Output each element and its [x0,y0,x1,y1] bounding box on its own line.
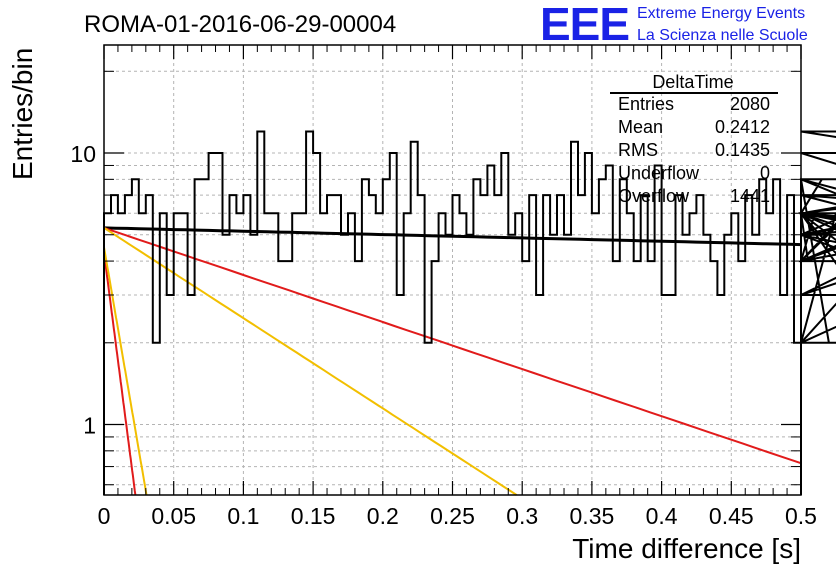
chart-title: ROMA-01-2016-06-29-00004 [84,11,396,38]
x-tick-label: 0.3 [506,503,538,529]
stats-box: DeltaTime Entries 2080 Mean 0.2412 RMS 0.1435… [610,72,778,206]
x-tick-label: 0.2 [367,503,399,529]
x-tick-label: 0.35 [570,503,615,529]
x-tick-label: 0.4 [646,503,678,529]
stats-value: 0 [760,163,770,183]
stats-label: Overflow [618,186,690,206]
stats-label: Mean [618,117,663,137]
fit-curve [103,247,148,496]
stats-label: Underflow [618,163,700,183]
fit-curve [103,226,802,247]
eee-line-2: La Scienza nelle Scuole [637,27,808,44]
stats-label: Entries [618,94,674,114]
stats-rows: Entries 2080 Mean 0.2412 RMS 0.1435 Underflow 0… [618,94,770,206]
eee-logo: EEE [540,0,629,50]
eee-line-1: Extreme Energy Events [637,5,805,22]
stats-value: 1441 [730,186,770,206]
x-axis-label: Time difference [s] [572,533,801,564]
y-axis-label: Entries/bin [7,48,38,180]
stats-value: 0.1435 [715,140,770,160]
histogram-outline [103,130,836,495]
y-tick-label: 1 [83,413,96,439]
x-tick-label: 0.1 [227,503,259,529]
stats-value: 0.2412 [715,117,770,137]
fit-curve [103,226,802,465]
axis-ticks [103,45,802,495]
stats-value: 2080 [730,94,770,114]
x-tick-label: 0.45 [709,503,754,529]
x-tick-label: 0.5 [785,503,817,529]
x-tick-label: 0.05 [151,503,196,529]
x-tick-label: 0.25 [430,503,475,529]
x-tick-label: 0 [98,503,111,529]
stats-label: RMS [618,140,658,160]
x-tick-label: 0.15 [291,503,336,529]
y-tick-label: 10 [70,141,96,167]
stats-title: DeltaTime [652,72,733,92]
grid-lines [104,45,801,495]
fit-curve [103,252,137,496]
axis-tick-labels: 0 0.05 0.1 0.15 0.2 0.25 0.3 0.35 0.4 0.45 0.5 1 10 [70,141,817,529]
